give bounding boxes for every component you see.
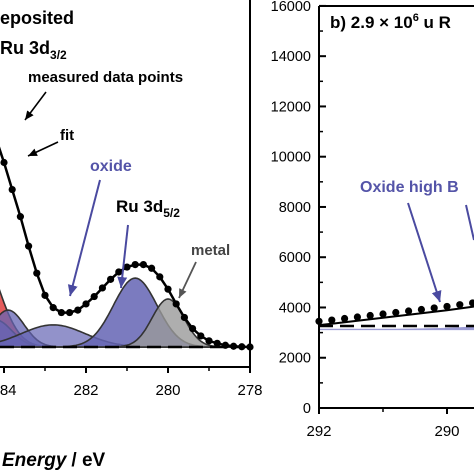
left-data-point [25, 242, 33, 250]
left-data-point [156, 273, 164, 281]
metal-label: metal [191, 242, 230, 259]
left-data-point [180, 313, 188, 322]
left-data-point [98, 284, 106, 292]
right-x-tick-label: 290 [434, 423, 459, 440]
left-data-point [115, 268, 123, 276]
right-data-point [379, 310, 387, 318]
right-data-point [405, 307, 413, 315]
right-x-tick-label: 292 [306, 423, 331, 440]
left-data-point [57, 308, 65, 317]
left-data-point [197, 332, 205, 340]
left-data-point [107, 275, 115, 283]
fit-arrow [27, 141, 59, 157]
right-y-ticks: 0 2000 4000 6000 8000 10000 12000 14000 16000 [271, 0, 326, 417]
right-y-tick-label: 16000 [271, 0, 311, 15]
right-y-tick-label: 4000 [279, 300, 311, 316]
left-data-point [213, 339, 221, 347]
left-data-point [123, 263, 131, 271]
left-data-point [164, 285, 172, 293]
right-data-point [469, 299, 474, 307]
oxide-high-arrow [407, 202, 442, 303]
right-data-points [315, 299, 474, 325]
left-data-point [205, 337, 213, 345]
right-data-point [443, 302, 451, 311]
right-title: b) 2.9 × 106 u R [330, 12, 451, 32]
left-data-point [131, 260, 139, 269]
right-data-point [456, 301, 464, 309]
left-data-point [230, 342, 238, 350]
left-x-tick-label: 282 [73, 382, 98, 399]
right-data-point [353, 313, 361, 321]
left-x-ticks: 284 282 280 278 [0, 367, 263, 399]
left-data-point [139, 260, 147, 269]
x-axis-label: Energy / eV [2, 450, 106, 471]
right-data-point [328, 316, 336, 324]
fit-label: fit [60, 127, 74, 144]
right-data-point [430, 304, 438, 312]
left-data-point [74, 306, 82, 314]
right-y-tick-label: 8000 [279, 200, 311, 216]
left-title-line2: Ru 3d3/2 [0, 38, 67, 62]
left-data-point [41, 291, 49, 299]
oxide-arrow-right [117, 224, 129, 289]
right-y-tick-label: 12000 [271, 99, 311, 115]
right-data-point [392, 308, 400, 317]
left-data-point [49, 304, 57, 312]
left-data-point [189, 324, 197, 333]
left-fit-components [0, 277, 250, 348]
left-data-point [90, 292, 98, 301]
left-data-point [0, 158, 8, 167]
right-y-tick-label: 10000 [271, 150, 311, 166]
left-data-point [172, 300, 180, 308]
right-data-point [366, 311, 374, 320]
left-data-point [33, 269, 41, 277]
right-panel: 0 2000 4000 6000 8000 10000 12000 14000 16000 29… [271, 0, 474, 440]
right-x-ticks: 292290288 [306, 408, 460, 440]
right-y-tick-label: 14000 [271, 49, 311, 65]
oxide-high-arrow-2 [465, 204, 474, 241]
ru52-label: Ru 3d5/2 [116, 197, 180, 220]
left-title-line1: eposited [0, 8, 74, 28]
left-x-tick-label: 278 [237, 382, 262, 399]
left-data-point [82, 300, 90, 308]
left-data-point [148, 264, 156, 272]
left-data-point [238, 343, 246, 351]
metal-arrow [178, 261, 197, 299]
measured-data-label: measured data points [28, 69, 183, 86]
right-y-tick-label: 0 [303, 401, 311, 417]
left-x-tick-label: 284 [0, 382, 17, 399]
right-y-tick-label: 6000 [279, 250, 311, 266]
right-data-point [417, 305, 425, 314]
right-oxide-fill [319, 326, 474, 331]
measured-arrow [24, 91, 47, 121]
metal-component [0, 298, 250, 348]
left-data-point [221, 341, 229, 349]
left-data-points [0, 158, 254, 351]
oxide-label: oxide [90, 158, 132, 175]
oxide-high-label: Oxide high B [360, 179, 459, 196]
left-x-tick-label: 280 [155, 382, 180, 399]
right-y-tick-label: 2000 [279, 351, 311, 367]
left-panel: 284 282 280 278 eposited Ru 3d3/2 measured … [0, 0, 263, 471]
left-data-point [8, 185, 16, 194]
right-fit-line [318, 305, 474, 327]
oxide-arrow-left [67, 179, 101, 297]
left-data-point [16, 213, 24, 221]
right-data-point [341, 314, 349, 323]
left-data-point [66, 308, 74, 317]
